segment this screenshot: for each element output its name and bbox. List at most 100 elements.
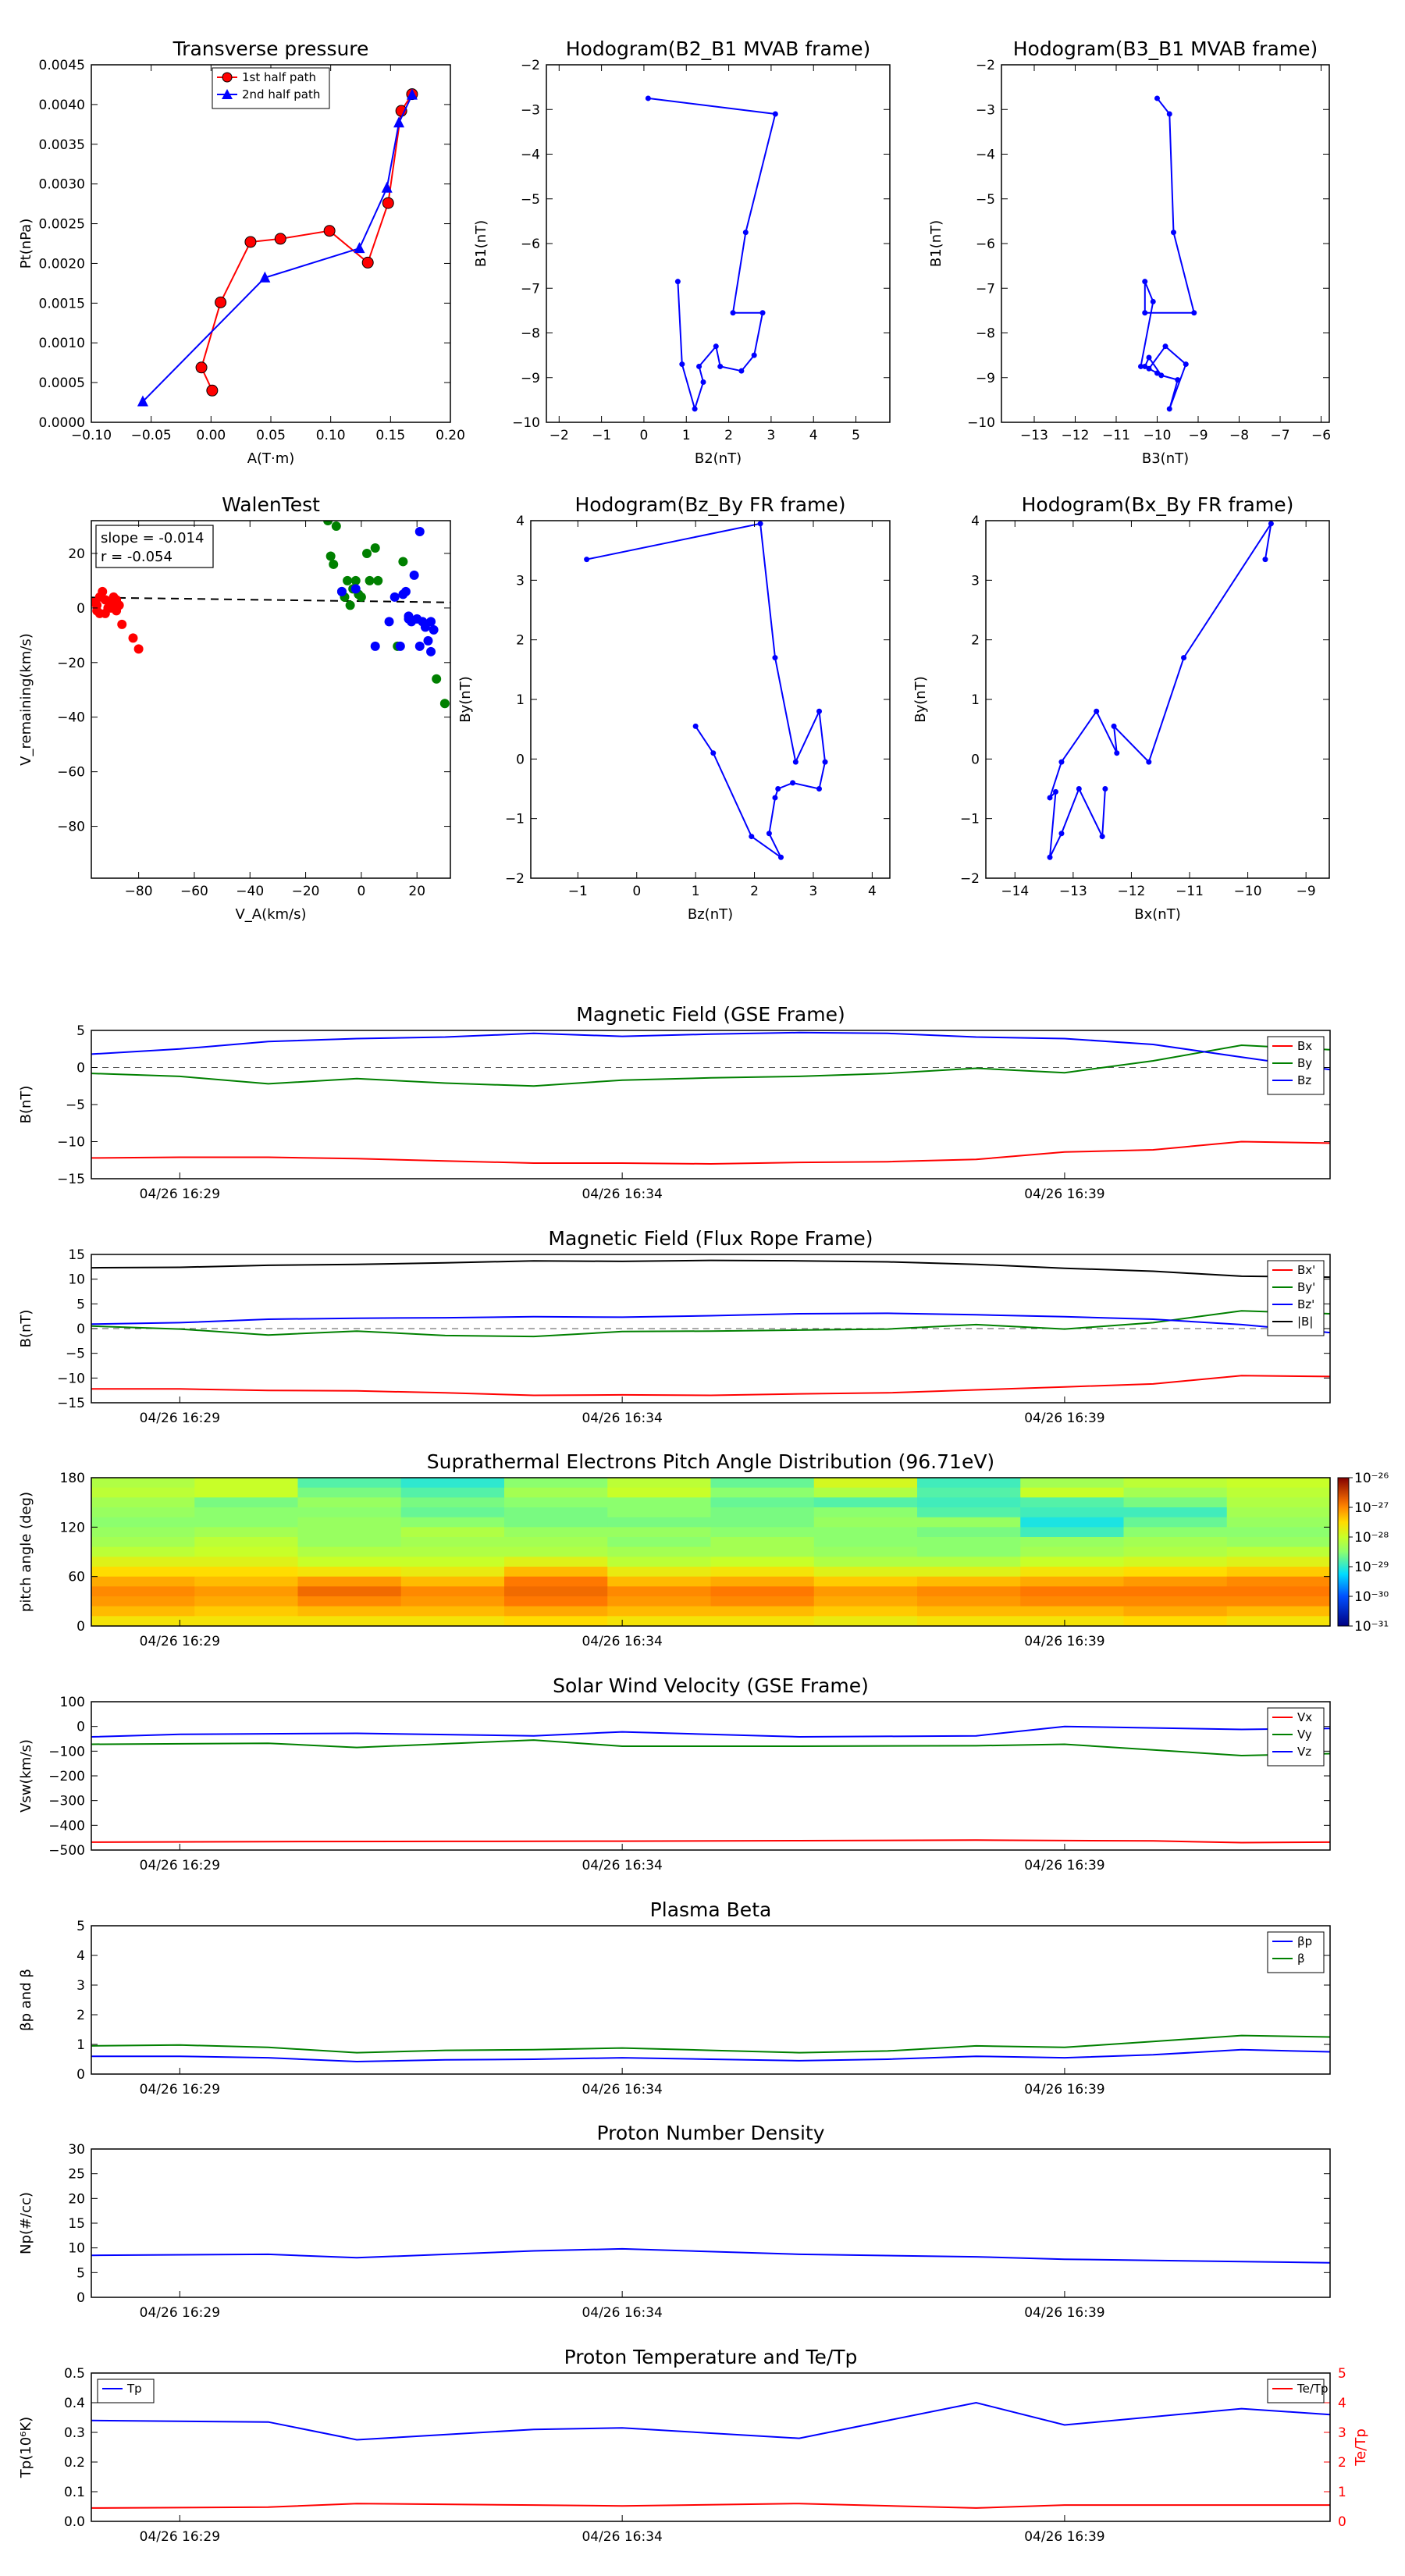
data-point <box>757 521 763 527</box>
heatmap-cell <box>1123 1567 1228 1578</box>
heatmap-cell <box>813 1517 918 1528</box>
y-tick-label: −15 <box>57 1172 85 1187</box>
data-point <box>1094 708 1100 714</box>
heatmap-cell <box>1226 1616 1331 1627</box>
x-tick-label: 0 <box>357 884 365 899</box>
data-point <box>772 655 778 661</box>
series-line <box>201 94 413 391</box>
heatmap-cell <box>400 1487 505 1498</box>
y-tick-label: −7 <box>521 281 540 297</box>
heatmap-cell <box>917 1478 1021 1489</box>
scatter-point <box>336 586 347 596</box>
data-point <box>645 95 651 101</box>
data-point <box>710 750 717 756</box>
series-line-Bz' <box>91 1312 1331 1334</box>
data-point <box>215 296 227 308</box>
heatmap-cell <box>91 1616 195 1627</box>
scatter-point <box>343 575 353 585</box>
heatmap-cell <box>1123 1507 1228 1518</box>
legend-label: Vy <box>1297 1727 1312 1742</box>
y-tick-label: −60 <box>57 765 85 781</box>
y-tick-label: −5 <box>976 192 995 208</box>
x-tick-label: −7 <box>1270 428 1289 443</box>
heatmap-cell <box>194 1576 298 1587</box>
heatmap-cell <box>813 1478 918 1489</box>
heatmap-cell <box>504 1546 608 1557</box>
heatmap-cell <box>607 1596 711 1607</box>
y-right-tick-label: 1 <box>1338 2485 1346 2500</box>
heatmap-cell <box>504 1497 608 1508</box>
heatmap-cell <box>1123 1616 1228 1627</box>
scatter-point <box>395 641 405 651</box>
data-point <box>1146 354 1152 361</box>
legend-frame <box>212 67 330 109</box>
heatmap-cell <box>1020 1586 1124 1597</box>
data-point <box>406 88 418 100</box>
y-tick-label: −5 <box>66 1098 85 1113</box>
time-tick-label: 04/26 16:29 <box>140 1187 220 1202</box>
heatmap-cell <box>917 1487 1021 1498</box>
y-tick-label: 0 <box>76 2067 85 2083</box>
y-tick-label: 0.0040 <box>39 98 85 113</box>
x-tick-label: −11 <box>1176 884 1204 899</box>
y-tick-label: 2 <box>516 633 525 649</box>
heatmap-cell <box>194 1557 298 1567</box>
data-point <box>354 242 365 254</box>
x-tick-label: −1 <box>592 428 611 443</box>
y-tick-label: −4 <box>976 148 995 163</box>
colorbar-label: 10⁻²⁸ <box>1354 1530 1389 1546</box>
heatmap-cell <box>813 1527 918 1538</box>
time-tick-label: 04/26 16:29 <box>140 1411 220 1426</box>
y-tick-label: −5 <box>66 1347 85 1362</box>
heatmap-cell <box>917 1546 1021 1557</box>
heatmap-cell <box>400 1606 505 1617</box>
heatmap-cell <box>813 1487 918 1498</box>
y-tick-label: −100 <box>48 1744 85 1759</box>
heatmap-cell <box>194 1527 298 1538</box>
y-tick-label: −6 <box>976 237 995 252</box>
heatmap-cell <box>504 1606 608 1617</box>
x-tick-label: 2 <box>724 428 733 443</box>
heatmap-cell <box>194 1606 298 1617</box>
heatmap-cell <box>607 1586 711 1597</box>
heatmap-cell <box>710 1537 815 1548</box>
plot-frame <box>91 1925 1331 2075</box>
x-axis-label: Bz(nT) <box>688 906 733 923</box>
y-tick-label: −300 <box>48 1794 85 1809</box>
y-tick-label: −3 <box>521 102 540 118</box>
y-tick-label: −9 <box>976 371 995 386</box>
y-axis-label: Vsw(km/s) <box>18 1739 34 1813</box>
y-tick-label: 0 <box>516 752 525 767</box>
time-tick-label: 04/26 16:34 <box>582 1411 662 1426</box>
heatmap-cell <box>1226 1586 1331 1597</box>
time-tick-label: 04/26 16:39 <box>1024 2082 1104 2097</box>
heatmap-cell <box>400 1527 505 1538</box>
y-tick-label: 0 <box>971 752 980 767</box>
heatmap-cell <box>607 1527 711 1538</box>
scatter-point <box>345 600 355 610</box>
heatmap-cell <box>504 1557 608 1567</box>
heatmap-cell <box>297 1546 402 1557</box>
colorbar-label: 10⁻²⁶ <box>1354 1471 1389 1486</box>
data-point <box>1076 786 1082 792</box>
heatmap-cell <box>607 1546 711 1557</box>
plot-frame <box>1001 64 1330 423</box>
heatmap-cell <box>504 1507 608 1518</box>
heatmap-cell <box>917 1606 1021 1617</box>
panel-title: Proton Temperature and Te/Tp <box>564 2346 858 2368</box>
data-point <box>1181 655 1187 661</box>
plot-frame <box>91 2148 1331 2298</box>
legend-label: By <box>1297 1056 1312 1070</box>
heatmap-cell <box>710 1567 815 1578</box>
y-tick-label: 0.3 <box>64 2425 85 2441</box>
heatmap-cell <box>1226 1527 1331 1538</box>
x-tick-label: 0.05 <box>256 428 286 443</box>
heatmap-cell <box>504 1517 608 1528</box>
data-point <box>1268 521 1274 527</box>
heatmap-cell <box>813 1616 918 1627</box>
heatmap-cell <box>1226 1606 1331 1617</box>
heatmap-cell <box>917 1517 1021 1528</box>
series-line-Bz <box>91 1031 1331 1071</box>
data-point <box>751 352 757 358</box>
heatmap-cell <box>813 1586 918 1597</box>
